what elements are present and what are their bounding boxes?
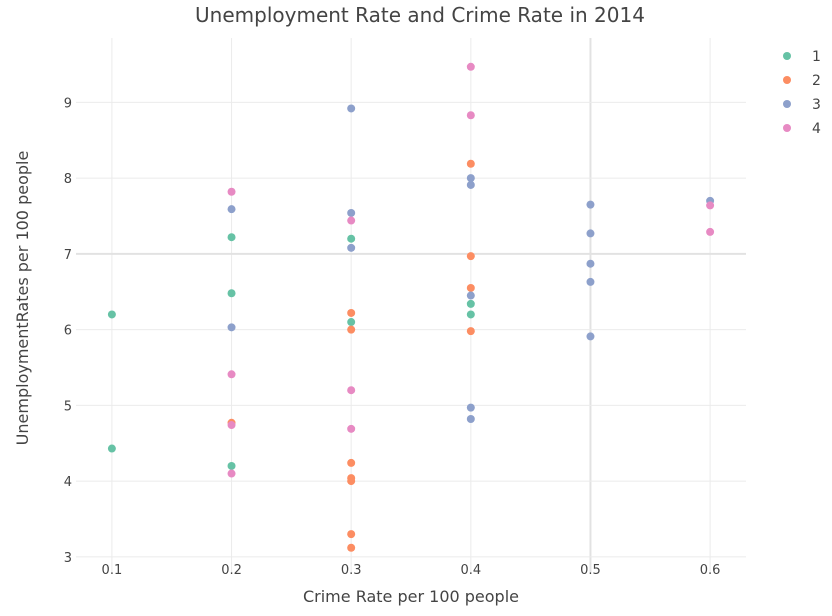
x-tick-label: 0.6	[700, 563, 721, 578]
x-axis-ticks: 0.1 0.2 0.3 0.4 0.5 0.6	[102, 563, 721, 578]
data-point-series-2[interactable]	[466, 283, 475, 292]
y-tick-label: 3	[64, 551, 72, 566]
legend-marker[interactable]	[783, 76, 791, 84]
data-point-series-4[interactable]	[227, 370, 236, 379]
legend-marker[interactable]	[783, 100, 791, 108]
chart-title: Unemployment Rate and Crime Rate in 2014	[195, 3, 645, 27]
x-tick-label: 0.2	[221, 563, 242, 578]
data-point-series-3[interactable]	[466, 291, 475, 300]
legend-marker[interactable]	[783, 52, 791, 60]
data-point-series-3[interactable]	[347, 104, 356, 113]
data-point-series-3[interactable]	[586, 277, 595, 286]
data-point-series-2[interactable]	[347, 530, 356, 539]
y-tick-label: 7	[64, 248, 72, 263]
y-tick-label: 5	[64, 399, 72, 414]
data-point-series-2[interactable]	[347, 477, 356, 486]
legend-label[interactable]: 1	[812, 49, 821, 65]
data-point-series-3[interactable]	[347, 243, 356, 252]
data-point-series-4[interactable]	[227, 421, 236, 430]
data-point-series-3[interactable]	[466, 414, 475, 423]
data-point-series-3[interactable]	[586, 332, 595, 341]
y-tick-label: 8	[64, 172, 72, 187]
data-point-series-3[interactable]	[466, 180, 475, 189]
data-point-series-2[interactable]	[347, 325, 356, 334]
data-point-series-2[interactable]	[466, 327, 475, 336]
legend[interactable]: 1 2 3 4	[783, 49, 821, 137]
data-point-series-3[interactable]	[586, 259, 595, 268]
data-point-series-1[interactable]	[107, 444, 116, 453]
data-point-series-4[interactable]	[347, 424, 356, 433]
data-point-series-1[interactable]	[227, 289, 236, 298]
data-point-series-2[interactable]	[347, 308, 356, 317]
data-point-series-4[interactable]	[347, 216, 356, 225]
data-point-series-1[interactable]	[347, 318, 356, 327]
y-tick-label: 6	[64, 324, 72, 339]
data-point-series-4[interactable]	[347, 386, 356, 395]
legend-label[interactable]: 3	[812, 97, 821, 113]
data-point-series-3[interactable]	[466, 174, 475, 183]
x-axis-title: Crime Rate per 100 people	[303, 587, 519, 606]
data-point-series-1[interactable]	[227, 233, 236, 242]
data-point-series-1[interactable]	[227, 461, 236, 470]
y-tick-label: 4	[64, 475, 72, 490]
data-point-series-1[interactable]	[466, 299, 475, 308]
legend-label[interactable]: 2	[812, 73, 821, 89]
data-point-series-1[interactable]	[466, 310, 475, 319]
points-layer	[107, 62, 715, 552]
data-point-series-4[interactable]	[466, 111, 475, 120]
x-tick-label: 0.5	[580, 563, 601, 578]
y-tick-label: 9	[64, 96, 72, 111]
legend-label[interactable]: 4	[812, 121, 821, 137]
y-axis-ticks: 3 4 5 6 7 8 9	[64, 96, 72, 565]
data-point-series-4[interactable]	[706, 201, 715, 210]
data-point-series-3[interactable]	[227, 205, 236, 214]
data-point-series-3[interactable]	[227, 323, 236, 332]
data-point-series-4[interactable]	[706, 227, 715, 236]
data-point-series-2[interactable]	[466, 252, 475, 261]
data-point-series-3[interactable]	[586, 229, 595, 238]
data-point-series-3[interactable]	[347, 208, 356, 217]
data-point-series-3[interactable]	[466, 403, 475, 412]
data-point-series-4[interactable]	[227, 469, 236, 478]
data-point-series-4[interactable]	[466, 62, 475, 71]
data-point-series-2[interactable]	[347, 543, 356, 552]
data-point-series-2[interactable]	[347, 458, 356, 467]
x-tick-label: 0.3	[341, 563, 362, 578]
data-point-series-1[interactable]	[107, 310, 116, 319]
legend-marker[interactable]	[783, 124, 791, 132]
data-point-series-1[interactable]	[347, 234, 356, 243]
grid-layer	[76, 38, 746, 572]
data-point-series-3[interactable]	[586, 200, 595, 209]
y-axis-title: UnemploymentRates per 100 people	[13, 151, 32, 446]
data-point-series-4[interactable]	[227, 187, 236, 196]
x-tick-label: 0.1	[102, 563, 123, 578]
x-tick-label: 0.4	[460, 563, 481, 578]
data-point-series-2[interactable]	[466, 159, 475, 168]
